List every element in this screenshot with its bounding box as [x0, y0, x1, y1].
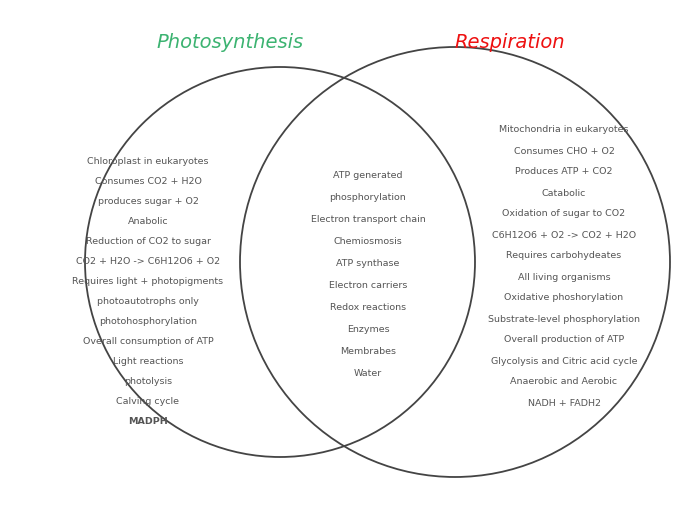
Text: Redox reactions: Redox reactions — [330, 302, 406, 311]
Text: Consumes CO2 + H2O: Consumes CO2 + H2O — [94, 177, 202, 186]
Text: Catabolic: Catabolic — [542, 188, 586, 197]
Text: Anaerobic and Aerobic: Anaerobic and Aerobic — [510, 377, 617, 386]
Text: Chloroplast in eukaryotes: Chloroplast in eukaryotes — [88, 158, 209, 166]
Text: photoautotrophs only: photoautotrophs only — [97, 298, 199, 307]
Text: Photosynthesis: Photosynthesis — [156, 33, 304, 51]
Text: Substrate-level phosphorylation: Substrate-level phosphorylation — [488, 314, 640, 323]
Text: Produces ATP + CO2: Produces ATP + CO2 — [515, 167, 612, 176]
Text: Glycolysis and Citric acid cycle: Glycolysis and Citric acid cycle — [491, 356, 637, 365]
Text: Reduction of CO2 to sugar: Reduction of CO2 to sugar — [85, 237, 211, 247]
Text: NADH + FADH2: NADH + FADH2 — [528, 398, 601, 407]
Text: All living organisms: All living organisms — [518, 272, 610, 281]
Text: Electron carriers: Electron carriers — [329, 280, 407, 289]
Text: photohosphorylation: photohosphorylation — [99, 318, 197, 327]
Text: Anabolic: Anabolic — [127, 217, 168, 226]
Text: CO2 + H2O -> C6H12O6 + O2: CO2 + H2O -> C6H12O6 + O2 — [76, 257, 220, 267]
Text: Water: Water — [354, 369, 382, 377]
Text: Requires carbohydeates: Requires carbohydeates — [506, 251, 622, 260]
Text: phosphorylation: phosphorylation — [330, 193, 407, 202]
Text: Membrabes: Membrabes — [340, 346, 396, 355]
Text: Overall consumption of ATP: Overall consumption of ATP — [83, 338, 214, 346]
Text: ATP generated: ATP generated — [333, 171, 402, 180]
Text: Light reactions: Light reactions — [113, 358, 183, 366]
Text: ATP synthase: ATP synthase — [336, 258, 400, 268]
Text: Electron transport chain: Electron transport chain — [311, 215, 426, 224]
Text: Requires light + photopigments: Requires light + photopigments — [72, 278, 223, 287]
Text: Oxidative phoshorylation: Oxidative phoshorylation — [505, 293, 624, 302]
Text: photolysis: photolysis — [124, 377, 172, 386]
Text: Enzymes: Enzymes — [346, 324, 389, 333]
Text: produces sugar + O2: produces sugar + O2 — [97, 197, 198, 206]
Text: Mitochondria in eukaryotes: Mitochondria in eukaryotes — [499, 125, 629, 134]
Text: Chemiosmosis: Chemiosmosis — [334, 236, 402, 246]
Text: Calving cycle: Calving cycle — [116, 397, 179, 406]
Text: Consumes CHO + O2: Consumes CHO + O2 — [514, 146, 615, 155]
Text: MADPH: MADPH — [128, 417, 168, 426]
Text: Respiration: Respiration — [455, 33, 566, 51]
Text: C6H12O6 + O2 -> CO2 + H2O: C6H12O6 + O2 -> CO2 + H2O — [492, 230, 636, 239]
Text: Oxidation of sugar to CO2: Oxidation of sugar to CO2 — [503, 209, 626, 218]
Text: Overall production of ATP: Overall production of ATP — [504, 335, 624, 344]
